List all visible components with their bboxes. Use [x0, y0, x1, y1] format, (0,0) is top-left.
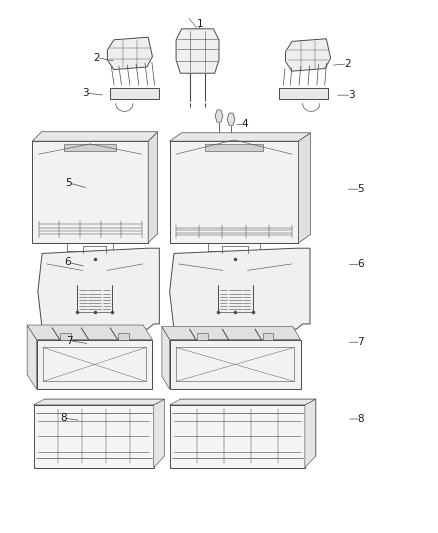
Polygon shape	[170, 248, 310, 329]
Polygon shape	[60, 333, 71, 340]
Polygon shape	[227, 113, 235, 125]
Text: 2: 2	[344, 59, 351, 69]
Polygon shape	[263, 333, 273, 340]
Polygon shape	[286, 39, 331, 71]
Polygon shape	[38, 248, 159, 329]
Polygon shape	[279, 88, 328, 99]
Text: 8: 8	[357, 414, 364, 424]
Polygon shape	[162, 327, 170, 389]
Text: 4: 4	[241, 119, 248, 130]
Text: 5: 5	[65, 178, 72, 188]
Polygon shape	[170, 141, 298, 243]
Polygon shape	[118, 333, 129, 340]
Polygon shape	[32, 132, 158, 141]
Text: 2: 2	[93, 53, 100, 62]
Text: 1: 1	[196, 19, 203, 29]
Polygon shape	[27, 325, 152, 340]
Polygon shape	[298, 133, 311, 243]
Polygon shape	[197, 333, 208, 340]
Text: 7: 7	[66, 336, 73, 346]
Polygon shape	[64, 144, 117, 150]
Text: 6: 6	[64, 257, 71, 268]
Polygon shape	[34, 399, 165, 405]
Polygon shape	[215, 110, 223, 122]
Text: 3: 3	[348, 90, 354, 100]
Polygon shape	[34, 405, 154, 467]
Polygon shape	[107, 37, 152, 70]
Polygon shape	[27, 325, 143, 375]
Polygon shape	[148, 132, 158, 243]
Polygon shape	[170, 405, 305, 467]
Polygon shape	[205, 144, 263, 150]
Polygon shape	[154, 399, 165, 467]
Polygon shape	[305, 399, 315, 467]
Polygon shape	[36, 340, 152, 389]
Polygon shape	[170, 133, 311, 141]
Polygon shape	[170, 399, 315, 405]
Text: 7: 7	[357, 337, 364, 347]
Text: 5: 5	[357, 184, 364, 194]
Polygon shape	[27, 325, 36, 389]
Polygon shape	[162, 327, 300, 340]
Polygon shape	[162, 327, 293, 376]
Text: 3: 3	[82, 88, 88, 98]
Polygon shape	[110, 88, 159, 99]
Polygon shape	[180, 399, 315, 456]
Polygon shape	[176, 29, 219, 73]
Text: 6: 6	[357, 260, 364, 269]
Polygon shape	[32, 141, 148, 243]
Polygon shape	[44, 399, 165, 456]
Text: 8: 8	[60, 413, 67, 423]
Polygon shape	[170, 340, 300, 389]
